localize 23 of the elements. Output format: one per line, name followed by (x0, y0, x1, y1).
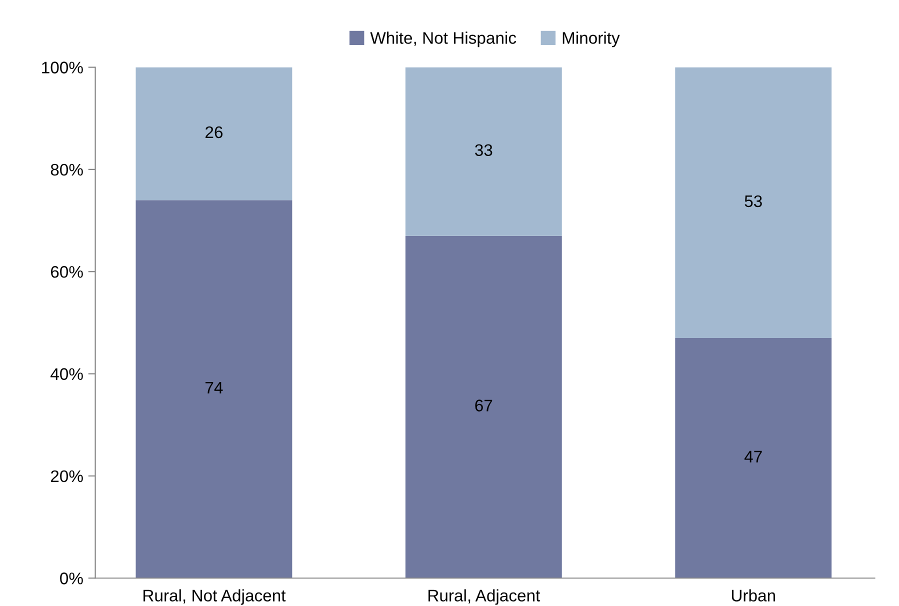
x-tick-label: Urban (732, 589, 775, 602)
data-label: 26 (206, 126, 222, 138)
y-tick-label: 100% (42, 62, 83, 74)
legend-label: White, Not Hispanic (370, 32, 516, 48)
data-label: 53 (744, 195, 762, 208)
y-tick-label: 20% (50, 470, 83, 482)
y-tick-label: 80% (50, 164, 83, 176)
data-label: 33 (475, 144, 492, 156)
bar (136, 67, 292, 200)
data-label: 47 (744, 450, 762, 462)
y-tick-label: 60% (50, 266, 83, 278)
bar (136, 200, 292, 578)
x-tick-label: Rural, Not Adjacent (144, 589, 286, 605)
x-tick-label: Rural, Adjacent (428, 589, 540, 605)
y-tick-label: 0% (60, 572, 83, 584)
bar (405, 67, 562, 236)
data-label: 74 (206, 382, 223, 394)
data-label: 67 (475, 400, 492, 412)
legend-label: Minority (562, 32, 620, 48)
bar (675, 338, 832, 578)
bar (405, 236, 562, 578)
bar (675, 67, 832, 338)
y-tick-label: 40% (50, 368, 83, 380)
